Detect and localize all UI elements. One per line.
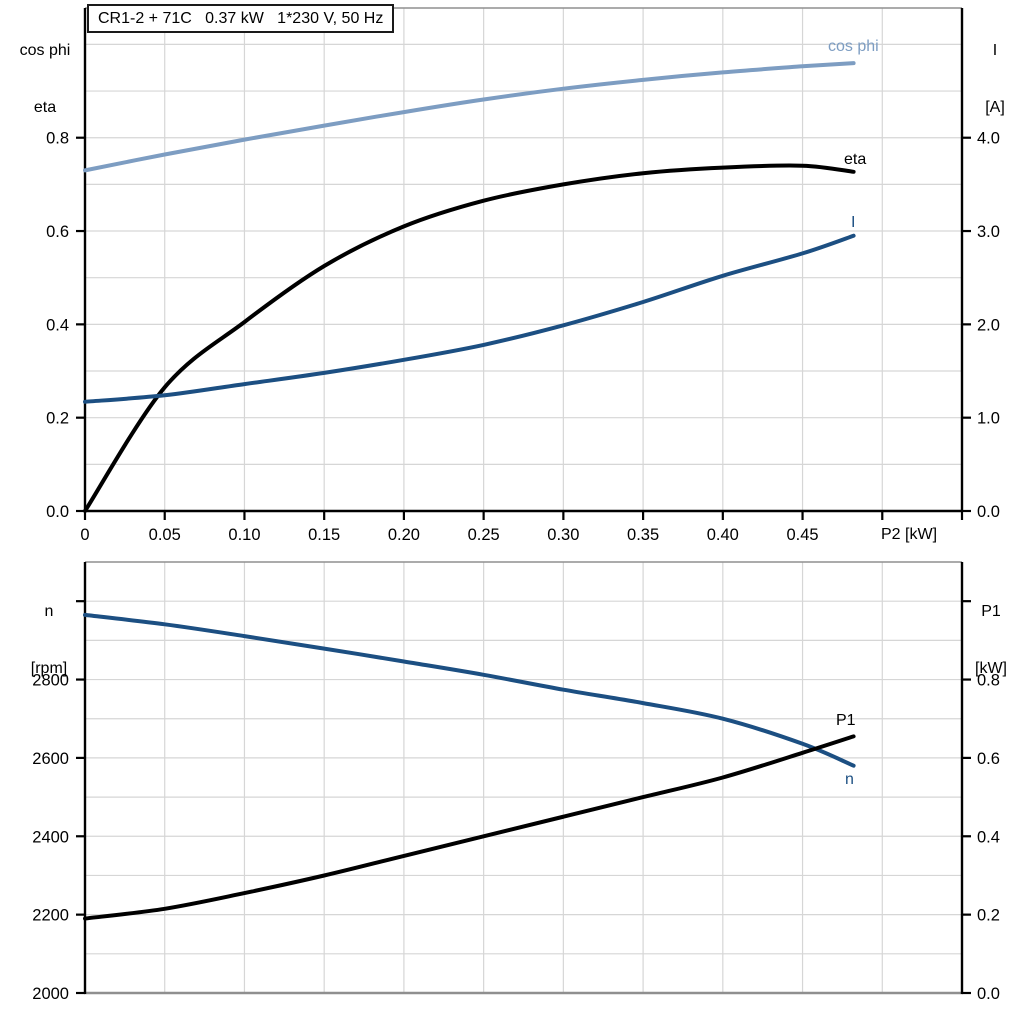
p1-axis-title-line2: [kW] xyxy=(975,660,1007,677)
left-tick-label: 2800 xyxy=(32,672,69,690)
left-tick-label: 0.8 xyxy=(46,130,69,148)
right-tick-label: 3.0 xyxy=(977,223,1000,241)
left-tick-label: 2200 xyxy=(32,907,69,925)
right-tick-label: 0.2 xyxy=(977,907,1000,925)
x-tick-label: 0.20 xyxy=(388,526,420,544)
right-tick-label: 0.6 xyxy=(977,750,1000,768)
right-tick-label: 0.0 xyxy=(977,503,1000,521)
x-tick-label: 0.30 xyxy=(547,526,579,544)
x-axis-title: P2 [kW] xyxy=(881,526,938,543)
right-tick-label: 2.0 xyxy=(977,316,1000,334)
x-tick-label: 0.25 xyxy=(468,526,500,544)
chart-title-box: CR1-2 + 71C 0.37 kW 1*230 V, 50 Hz xyxy=(87,4,395,33)
right-tick-label: 0.0 xyxy=(977,985,1000,1003)
curve-n xyxy=(83,612,856,768)
right-tick-label: 4.0 xyxy=(977,130,1000,148)
x-tick-label: 0 xyxy=(80,526,89,544)
left-tick-label: 0.0 xyxy=(46,503,69,521)
bottom-right-axis-title: P1 [kW] xyxy=(967,564,1015,716)
left-tick-label: 0.4 xyxy=(46,316,69,334)
left-tick-label: 2000 xyxy=(32,985,69,1003)
cos-phi-curve-label: cos phi xyxy=(828,38,879,55)
x-tick-label: 0.05 xyxy=(149,526,181,544)
bottom-left-axis-title: n [rpm] xyxy=(18,564,80,716)
x-tick-label: 0.15 xyxy=(308,526,340,544)
p1-axis-title-line1: P1 xyxy=(981,603,1001,620)
left-tick-label: 2400 xyxy=(32,828,69,846)
curve-I xyxy=(83,233,856,404)
x-tick-label: 0.35 xyxy=(627,526,659,544)
current-curve-label: I xyxy=(851,214,856,231)
speed-axis-title-line1: n xyxy=(44,603,54,620)
left-tick-label: 2600 xyxy=(32,750,69,768)
right-axis-title-line2: [A] xyxy=(985,99,1005,116)
top-left-axis-title: cos phi eta xyxy=(8,3,82,155)
curve-eta xyxy=(83,163,856,513)
right-tick-label: 0.4 xyxy=(977,828,1000,846)
left-tick-label: 0.6 xyxy=(46,223,69,241)
p1-curve-label: P1 xyxy=(836,712,856,729)
left-axis-title-line1: cos phi xyxy=(19,42,71,59)
x-tick-label: 0.45 xyxy=(786,526,818,544)
curve-cos-phi xyxy=(83,61,856,173)
right-tick-label: 0.8 xyxy=(977,672,1000,690)
top-right-axis-title: I [A] xyxy=(972,3,1018,155)
x-tick-label: 0.40 xyxy=(707,526,739,544)
left-tick-label: 0.2 xyxy=(46,410,69,428)
left-axis-title-line2: eta xyxy=(33,99,57,116)
speed-axis-title-line2: [rpm] xyxy=(30,660,68,677)
x-tick-label: 0.10 xyxy=(228,526,260,544)
curve-P1 xyxy=(83,734,856,921)
eta-curve-label: eta xyxy=(844,151,867,168)
right-tick-label: 1.0 xyxy=(977,410,1000,428)
speed-curve-label: n xyxy=(845,771,854,788)
right-axis-title-line1: I xyxy=(992,42,998,59)
